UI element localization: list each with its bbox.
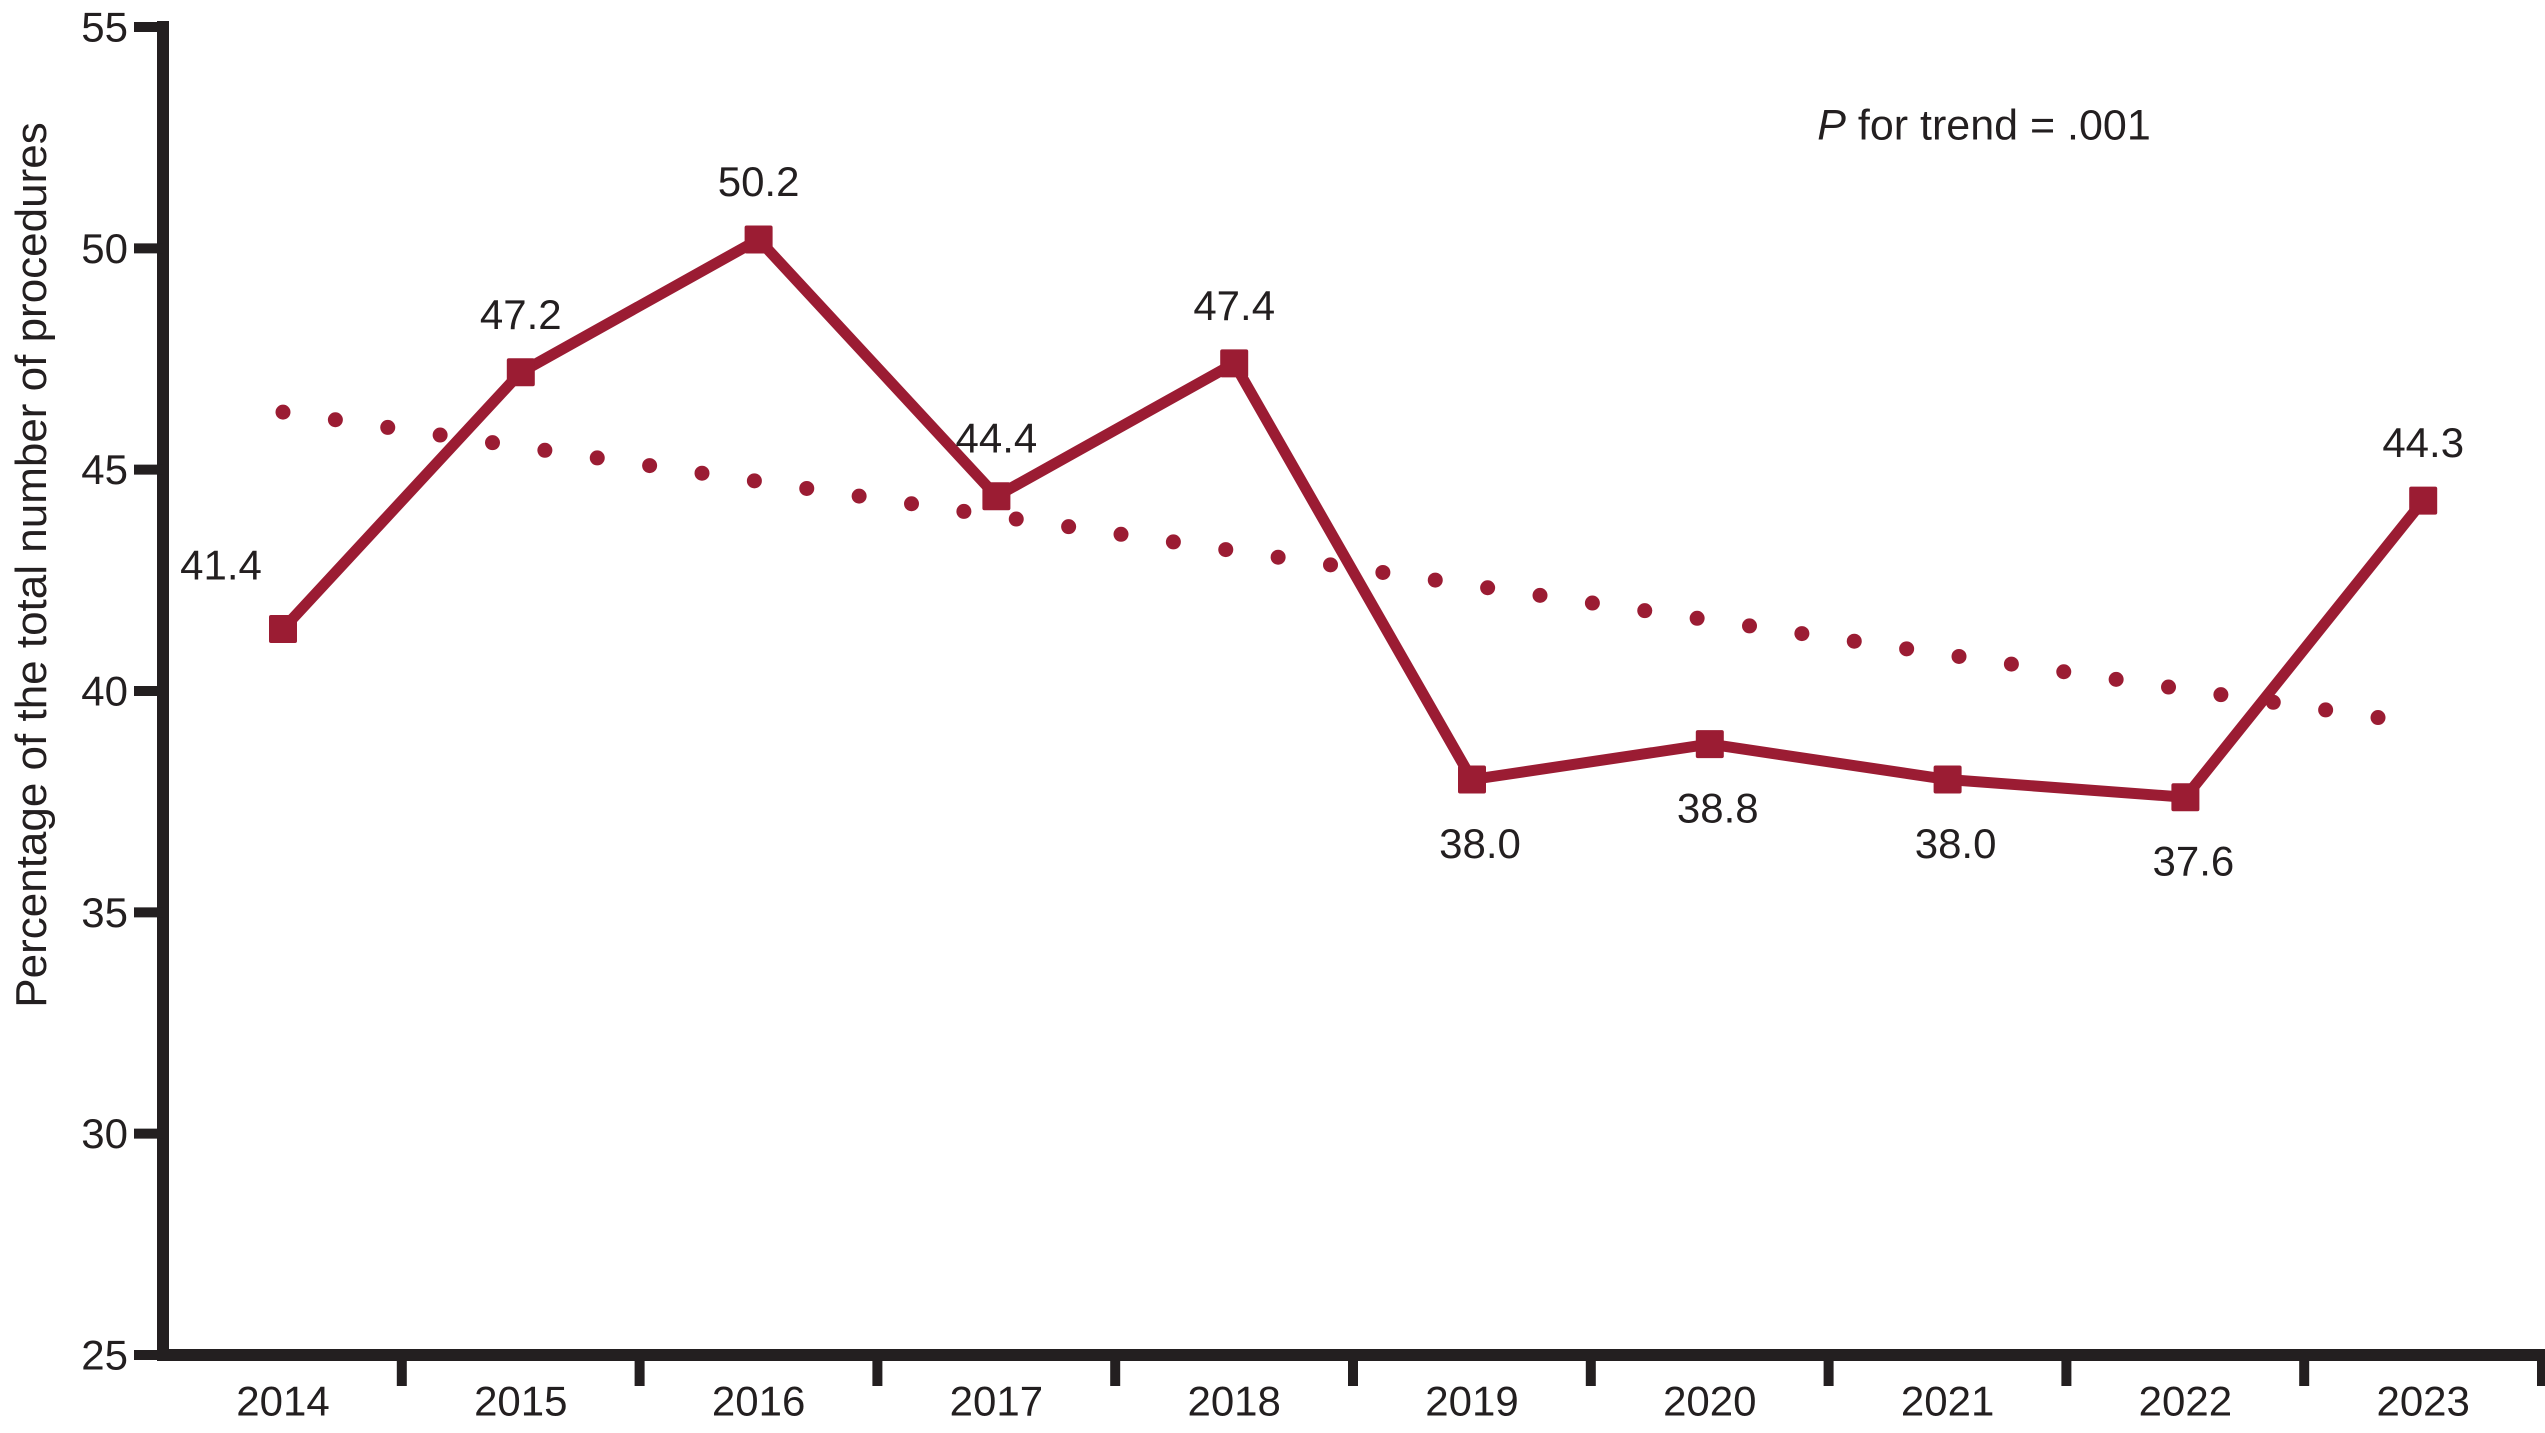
trend-dot (642, 458, 658, 474)
y-tick-label: 25 (81, 1332, 128, 1379)
y-axis-title: Percentage of the total number of proced… (7, 122, 56, 1008)
x-tick-label: 2018 (1187, 1378, 1280, 1425)
trend-dot (904, 496, 920, 512)
p-symbol: P (1817, 101, 1846, 150)
y-tick-label: 30 (81, 1110, 128, 1157)
trend-dot (851, 488, 867, 504)
data-point-label: 38.8 (1677, 785, 1759, 832)
trend-dot (2003, 656, 2019, 672)
trend-dot (1794, 626, 1810, 642)
y-tick-label: 45 (81, 446, 128, 493)
trend-dot (1008, 511, 1024, 527)
trend-dot (694, 465, 710, 481)
data-point-marker (269, 615, 297, 644)
trend-dot (1742, 618, 1758, 634)
data-point-label: 37.6 (2153, 838, 2235, 885)
trend-dot (1061, 519, 1077, 535)
data-point-label: 38.0 (1439, 820, 1521, 867)
trend-dot (1584, 595, 1600, 611)
trend-dot (275, 404, 291, 420)
p-for-trend-annotation: P for trend = .001 (1817, 102, 2150, 151)
trend-dot (1323, 557, 1339, 573)
x-tick-label: 2014 (236, 1378, 329, 1425)
x-tick-label: 2022 (2139, 1378, 2232, 1425)
trend-dot (1532, 587, 1548, 603)
trend-dot (2056, 664, 2072, 680)
trend-dot (537, 442, 553, 458)
trend-dot (2213, 687, 2229, 703)
data-point-marker (506, 358, 535, 387)
y-tick-label: 35 (81, 889, 128, 936)
trend-dot (956, 503, 972, 519)
trend-dot (1218, 542, 1234, 558)
series-line (278, 232, 2428, 803)
trend-dot (1899, 641, 1915, 657)
trend-dot (1480, 580, 1496, 596)
trend-dot (2108, 671, 2124, 687)
trend-dot (746, 473, 762, 489)
trend-dot (1113, 526, 1129, 542)
trend-dot (1637, 603, 1653, 619)
x-tick-label: 2015 (474, 1378, 567, 1425)
trend-dot (1165, 534, 1181, 550)
x-tick-label: 2023 (2376, 1378, 2469, 1425)
trend-dot (1270, 549, 1286, 565)
data-point-label: 47.2 (480, 291, 562, 338)
y-tick-label: 50 (81, 225, 128, 272)
trend-dot (1427, 572, 1443, 588)
data-point-marker (982, 482, 1011, 511)
trend-dot (1689, 610, 1705, 626)
data-point-label: 44.4 (956, 415, 1038, 462)
data-point-label: 44.3 (2382, 419, 2464, 466)
trend-dot (2318, 702, 2334, 718)
data-point-label: 38.0 (1915, 820, 1997, 867)
trend-dot (432, 427, 448, 443)
x-tick-label: 2016 (712, 1378, 805, 1425)
data-point-marker (1695, 730, 1724, 759)
annotation-text: for trend = .001 (1845, 101, 2151, 150)
trend-dot (1846, 633, 1862, 649)
data-point-marker (1220, 349, 1249, 378)
data-point-marker (2409, 486, 2438, 515)
trend-dot (485, 435, 501, 451)
data-point-marker (1933, 765, 1962, 794)
x-tick-label: 2019 (1425, 1378, 1518, 1425)
data-point-label: 50.2 (718, 158, 800, 205)
x-tick-label: 2021 (1901, 1378, 1994, 1425)
y-tick-label: 40 (81, 668, 128, 715)
trend-dot (799, 480, 815, 496)
data-point-marker (1458, 765, 1486, 794)
trend-dot (2370, 710, 2386, 726)
trend-dot (1951, 648, 1967, 664)
trend-dot (327, 412, 343, 428)
trend-dot (589, 450, 605, 466)
y-tick-label: 55 (81, 4, 128, 51)
trend-dot (2161, 679, 2177, 695)
data-point-marker (2171, 783, 2200, 812)
data-point-label: 47.4 (1193, 282, 1275, 329)
trend-dot (1375, 564, 1391, 580)
data-point-label: 41.4 (180, 542, 262, 589)
data-point-marker (744, 225, 773, 254)
trend-dot (380, 419, 396, 435)
x-tick-label: 2020 (1663, 1378, 1756, 1425)
x-tick-label: 2017 (950, 1378, 1043, 1425)
